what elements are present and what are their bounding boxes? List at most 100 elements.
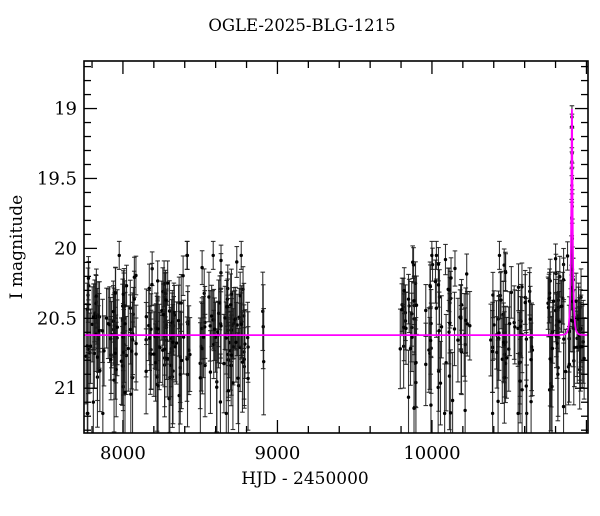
data-point xyxy=(547,268,552,318)
x-tick-label: 10000 xyxy=(403,443,460,464)
data-point xyxy=(132,256,137,298)
data-point xyxy=(503,253,508,292)
data-point xyxy=(403,291,409,365)
data-point xyxy=(452,291,457,367)
data-point xyxy=(129,312,135,390)
data-point xyxy=(573,272,579,330)
data-point xyxy=(464,291,470,357)
data-point xyxy=(215,300,221,364)
data-point xyxy=(561,342,566,433)
tick-labels-group: 8000 9000 10000 19 19.5 20 20.5 21 xyxy=(37,99,461,464)
data-point xyxy=(498,270,504,330)
data-point xyxy=(201,296,206,379)
data-point xyxy=(501,302,506,383)
data-point xyxy=(522,274,528,332)
data-point xyxy=(434,278,439,338)
y-tick-label: 19.5 xyxy=(37,168,77,189)
data-point xyxy=(101,315,107,387)
data-point xyxy=(108,318,114,401)
data-point xyxy=(126,305,131,392)
y-tick-label: 21 xyxy=(54,378,77,399)
data-point xyxy=(515,352,521,433)
data-point xyxy=(490,359,495,433)
data-point xyxy=(206,271,212,323)
data-point xyxy=(433,259,438,304)
data-point xyxy=(442,363,447,433)
data-point xyxy=(559,279,565,333)
data-point xyxy=(176,284,181,357)
data-point xyxy=(170,304,176,381)
data-point xyxy=(86,255,91,301)
data-point xyxy=(238,288,244,360)
data-point xyxy=(242,309,248,379)
data-point xyxy=(199,250,205,286)
data-point xyxy=(178,273,184,332)
data-point xyxy=(149,262,155,307)
data-point xyxy=(208,330,213,415)
data-point xyxy=(111,280,116,343)
data-point xyxy=(434,240,439,270)
data-point xyxy=(147,305,152,372)
data-point xyxy=(497,240,502,270)
model-curve-group xyxy=(84,108,588,336)
x-tick-label: 8000 xyxy=(100,443,146,464)
y-axis-title: I magnitude xyxy=(7,195,27,299)
data-point xyxy=(512,289,518,365)
data-point xyxy=(121,270,126,319)
data-points-group xyxy=(84,105,587,433)
data-point xyxy=(551,271,556,331)
data-point xyxy=(240,311,245,413)
data-point xyxy=(504,316,509,399)
y-tick-label: 19 xyxy=(54,99,77,120)
data-point xyxy=(410,245,416,280)
microlensing-model-curve xyxy=(84,108,588,336)
data-point xyxy=(120,278,126,334)
data-point xyxy=(462,352,468,433)
data-point xyxy=(428,306,433,375)
data-point xyxy=(447,293,453,354)
data-point xyxy=(151,311,157,397)
y-tick-label: 20 xyxy=(54,238,77,259)
data-point xyxy=(212,297,217,362)
x-tick-label: 9000 xyxy=(255,443,301,464)
data-point xyxy=(443,243,448,276)
data-point xyxy=(556,290,562,353)
plot-frame xyxy=(83,60,589,434)
data-point xyxy=(234,246,240,278)
data-point xyxy=(458,284,464,352)
data-point xyxy=(122,291,128,356)
data-point xyxy=(226,329,231,433)
axis-ticks-group xyxy=(84,61,588,433)
data-point xyxy=(507,291,512,357)
data-point xyxy=(406,349,411,433)
data-point xyxy=(423,322,429,407)
data-point xyxy=(187,317,193,393)
data-point xyxy=(116,240,122,270)
data-point xyxy=(523,332,529,433)
data-point xyxy=(495,339,501,433)
data-point xyxy=(163,272,169,328)
data-point xyxy=(554,307,560,379)
data-point xyxy=(114,289,120,366)
data-point xyxy=(565,241,570,271)
data-point xyxy=(411,351,417,433)
chart-title: OGLE-2025-BLG-1215 xyxy=(208,16,395,35)
data-point xyxy=(436,247,441,282)
y-tick-label: 20.5 xyxy=(37,308,77,329)
data-point xyxy=(185,240,190,270)
data-point xyxy=(229,314,234,396)
x-axis-title: HJD - 2450000 xyxy=(241,469,369,489)
data-point xyxy=(546,273,552,324)
data-point xyxy=(429,240,435,270)
data-point xyxy=(261,307,266,416)
data-point xyxy=(406,273,411,325)
data-point xyxy=(218,287,224,364)
data-point xyxy=(439,295,444,359)
data-point xyxy=(155,296,161,362)
data-point xyxy=(85,356,90,433)
data-point xyxy=(455,297,461,383)
data-point xyxy=(436,291,442,370)
data-point xyxy=(104,287,109,349)
